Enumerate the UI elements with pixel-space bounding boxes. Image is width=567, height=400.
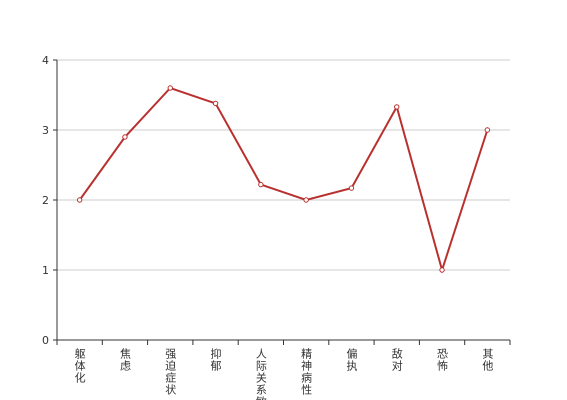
x-tick-label: 焦虑 [118, 348, 131, 372]
y-tick-label: 0 [42, 334, 49, 347]
line [78, 86, 489, 274]
point [167, 85, 173, 91]
point [439, 267, 445, 273]
point [484, 127, 491, 133]
point [258, 181, 264, 188]
y-tick-label: 1 [42, 264, 49, 277]
x-tick-label: 精神病性 [300, 348, 313, 396]
point [212, 100, 219, 107]
x-tick-label: 恐怖 [436, 348, 449, 372]
x-tick-label: 躯体化 [73, 348, 86, 384]
point [394, 104, 400, 110]
point [76, 197, 83, 203]
point [348, 185, 355, 191]
point [122, 134, 128, 140]
x-tick-label: 抑郁 [209, 347, 222, 372]
x-tick-label: 人际关系敏感 [254, 348, 267, 400]
x-tick-label: 强迫症状 [164, 348, 177, 396]
x-tick-label: 其他 [481, 348, 494, 372]
y-tick-label: 2 [42, 194, 49, 207]
x-tick-label: 敌对 [390, 347, 403, 372]
y-tick-label: 4 [42, 54, 49, 67]
x-tick-label: 偏执 [345, 347, 358, 372]
y-tick-label: 3 [42, 124, 49, 137]
point [303, 197, 309, 203]
